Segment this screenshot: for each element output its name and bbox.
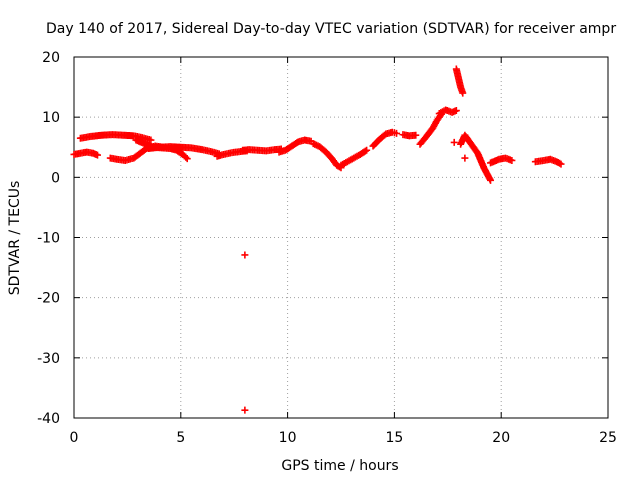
data-point [241,251,249,259]
x-tick-label: 15 [385,430,403,446]
y-tick-label: -40 [37,411,60,427]
data-point [393,129,401,137]
data-point [450,138,458,146]
x-tick-label: 25 [599,430,617,446]
data-points [70,65,565,414]
data-point [461,154,469,162]
y-tick-label: 0 [51,170,60,186]
data-point [557,160,565,168]
data-point [459,89,467,97]
y-tick-label: -20 [37,291,60,307]
x-tick-label: 10 [279,430,297,446]
data-point [412,131,420,139]
y-tick-label: -30 [37,351,60,367]
data-point [182,153,190,161]
y-tick-label: -10 [37,231,60,247]
x-tick-label: 20 [492,430,510,446]
axis-ticks: 0 5 10 15 20 25 -40 -30 -20 -10 0 10 20 [37,50,617,446]
chart-title: Day 140 of 2017, Sidereal Day-to-day VTE… [46,21,616,37]
data-point [361,147,369,155]
y-tick-label: 10 [42,110,60,126]
data-point [556,159,564,167]
data-point [363,146,371,154]
x-tick-label: 5 [176,430,185,446]
data-point [147,136,155,144]
data-point [508,156,516,164]
grid-lines [74,57,608,418]
x-axis-label: GPS time / hours [281,458,398,474]
y-tick-label: 20 [42,50,60,66]
data-point [93,151,101,159]
data-point [183,155,191,163]
data-point [487,176,495,184]
data-point [241,406,249,414]
data-point [452,107,460,115]
y-axis-label: SDTVAR / TECUs [7,181,23,296]
x-tick-label: 0 [70,430,79,446]
